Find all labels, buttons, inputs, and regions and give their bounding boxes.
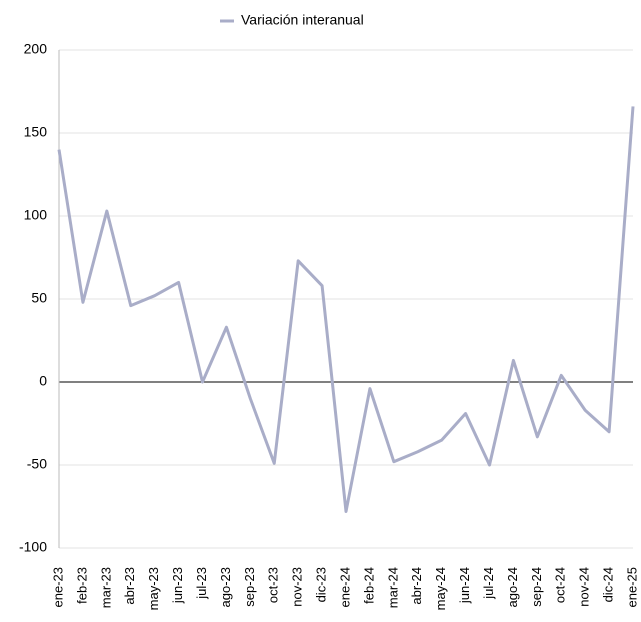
x-tick-label: ene-25: [624, 567, 639, 607]
x-tick-label: oct-23: [266, 567, 281, 603]
x-tick-label: nov-24: [577, 567, 592, 607]
x-tick-label: dic-24: [601, 567, 616, 602]
x-tick-label: mar-24: [385, 567, 400, 608]
y-tick-label: 0: [39, 373, 47, 389]
y-tick-label: 50: [31, 290, 47, 306]
y-tick-label: 200: [24, 41, 48, 57]
line-series: [57, 106, 635, 513]
x-tick-label: jun-23: [170, 567, 185, 604]
x-tick-label: abr-23: [122, 567, 137, 605]
x-tick-label: may-23: [146, 567, 161, 610]
x-tick-label: ago-23: [218, 567, 233, 607]
x-tick-label: feb-24: [361, 567, 376, 604]
x-tick-label: ene-24: [337, 567, 352, 607]
legend-label: Variación interanual: [241, 12, 364, 28]
x-tick-label: may-24: [433, 567, 448, 610]
y-tick-label: -100: [19, 539, 47, 555]
y-tick-label: 150: [24, 124, 48, 140]
x-tick-label: dic-23: [314, 567, 329, 602]
x-tick-label: ago-24: [505, 567, 520, 607]
x-tick-label: jun-24: [457, 567, 472, 604]
x-tick-label: sep-23: [242, 567, 257, 607]
x-tick-label: sep-24: [529, 567, 544, 607]
x-tick-label: ene-23: [50, 567, 65, 607]
x-tick-label: oct-24: [553, 567, 568, 603]
x-tick-label: abr-24: [409, 567, 424, 605]
x-tick-label: nov-23: [290, 567, 305, 607]
x-tick-label: jul-24: [481, 567, 496, 600]
x-tick-label: feb-23: [74, 567, 89, 604]
y-tick-label: -50: [27, 456, 47, 472]
x-tick-label: jul-23: [194, 567, 209, 600]
y-tick-label: 100: [24, 207, 48, 223]
x-tick-label: mar-23: [98, 567, 113, 608]
